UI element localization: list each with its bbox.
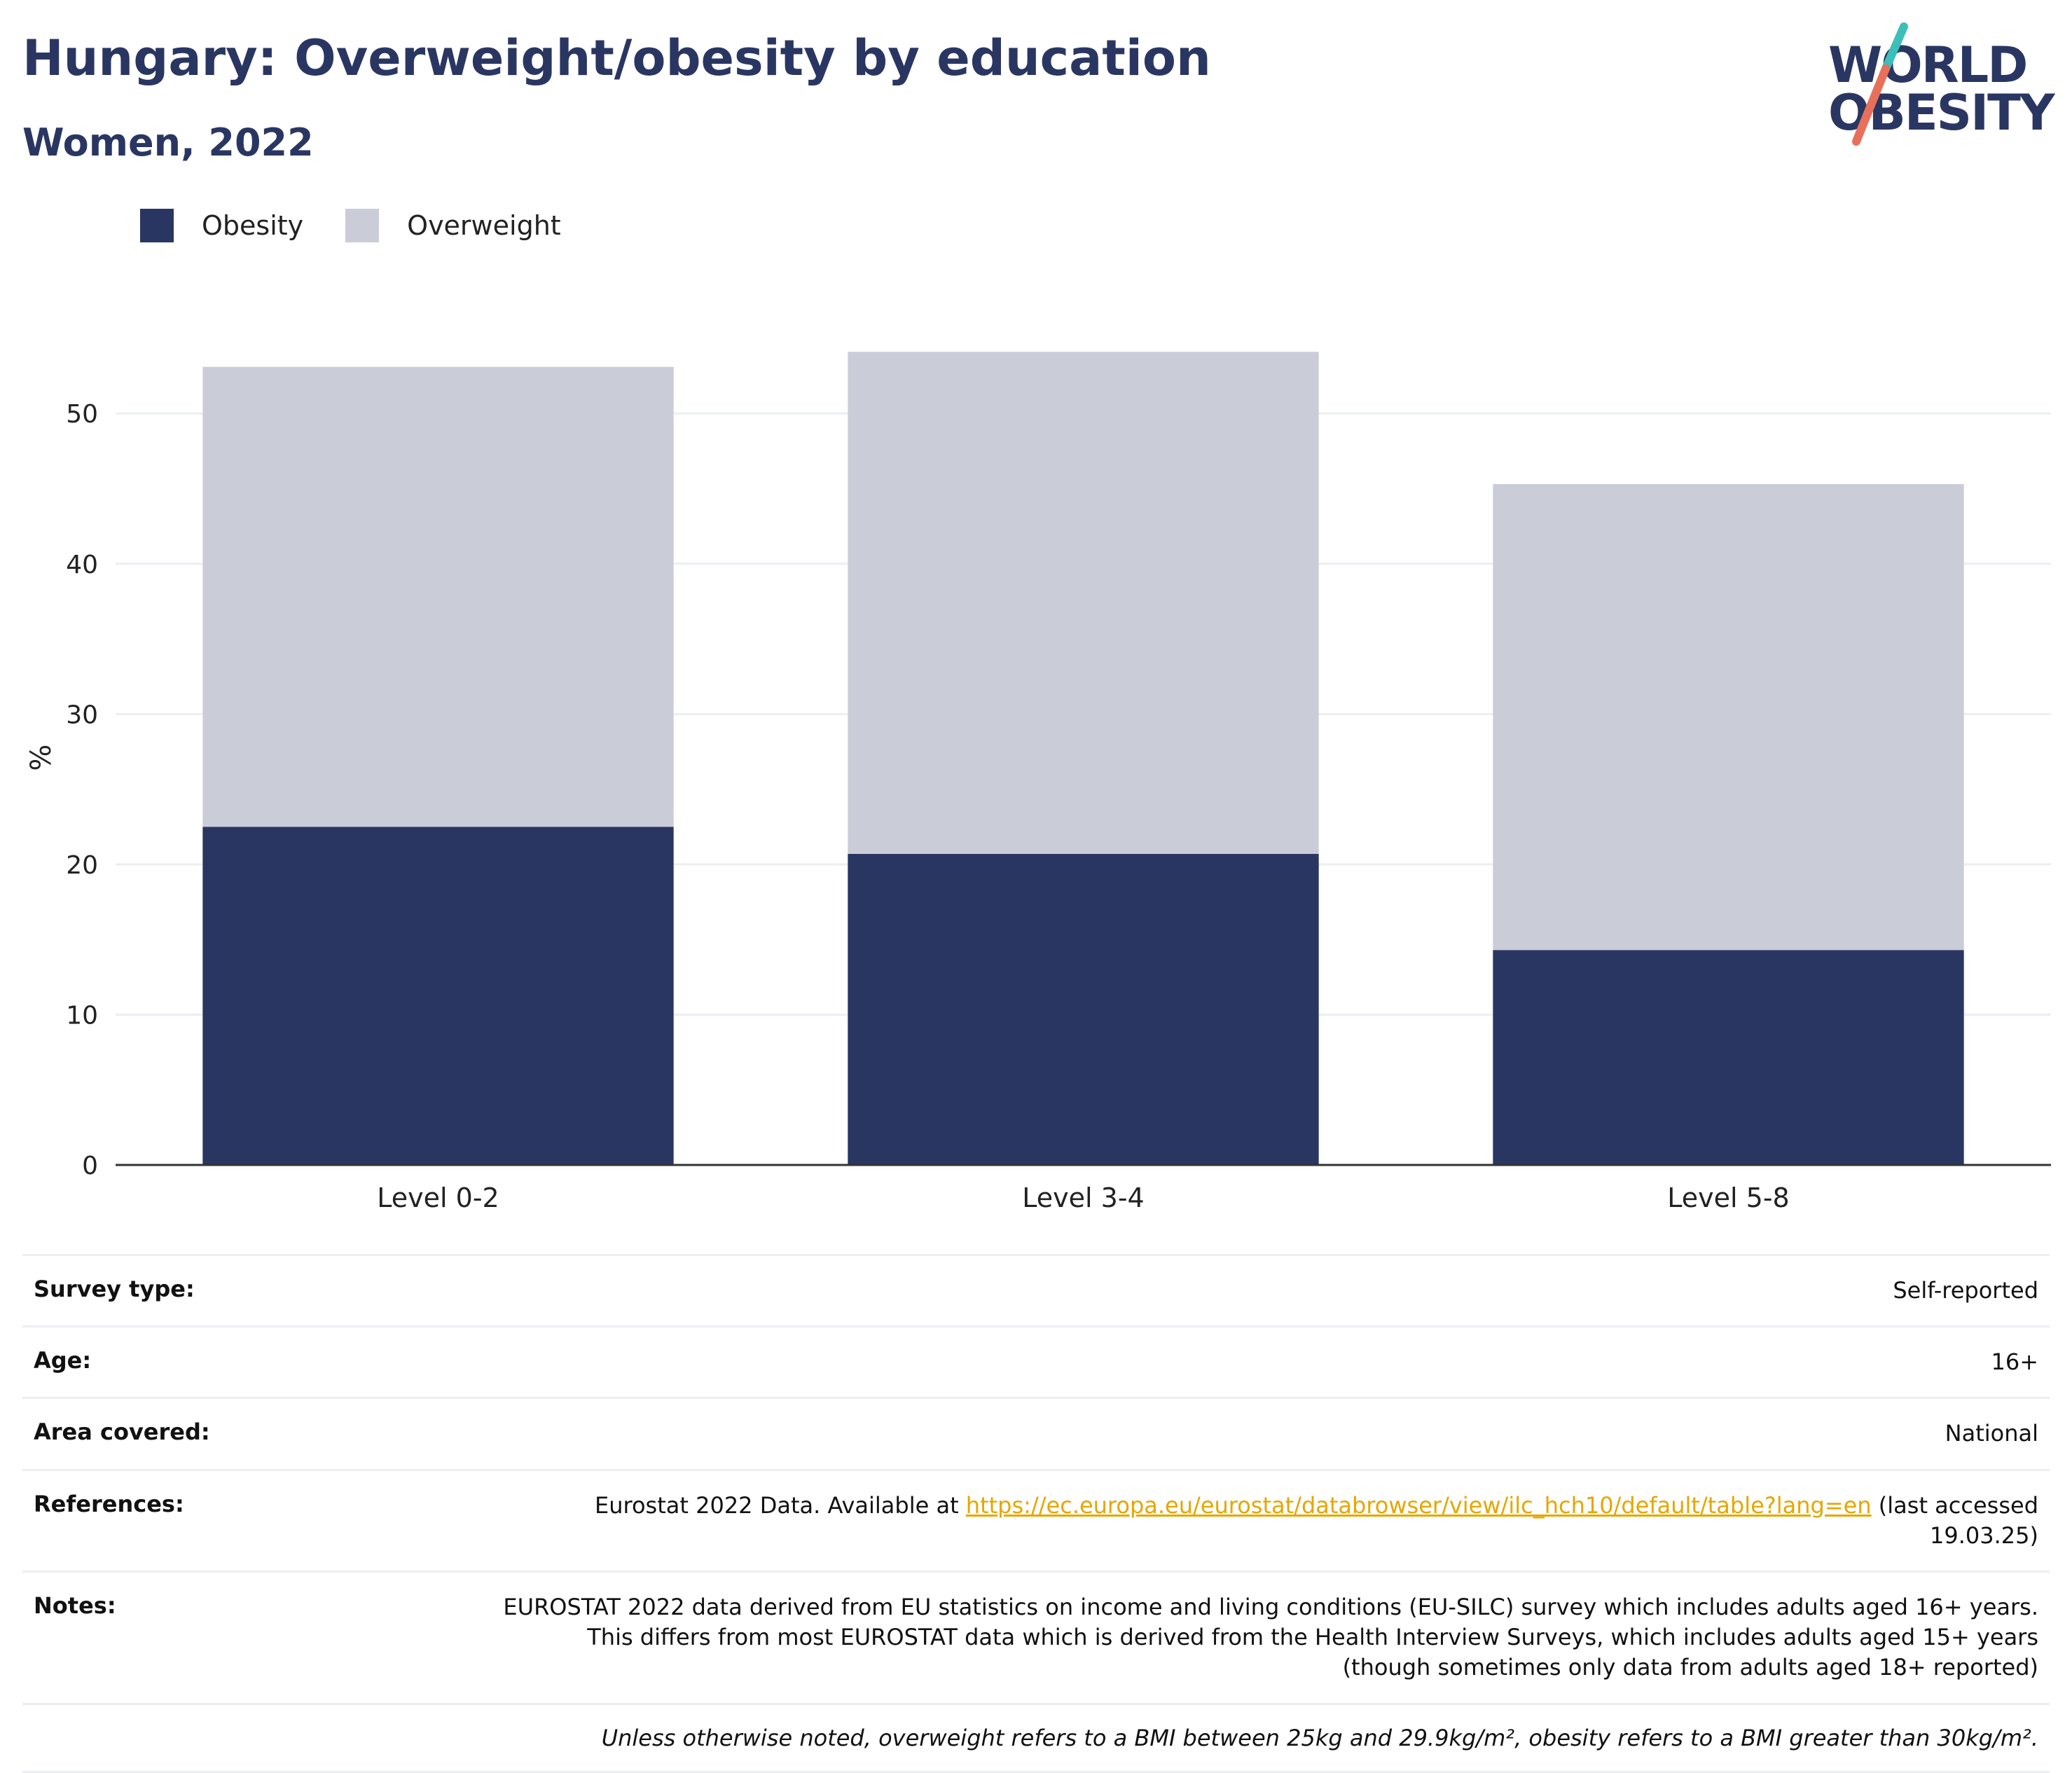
info-row-references: References: Eurostat 2022 Data. Availabl…: [22, 1468, 2050, 1571]
info-key: References:: [34, 1490, 184, 1517]
info-row-survey-type: Survey type: Self-reported: [22, 1254, 2050, 1325]
x-tick-label: Level 3-4: [1022, 1182, 1144, 1212]
info-row-notes: Notes: EUROSTAT 2022 data derived from E…: [22, 1570, 2050, 1703]
y-tick-label: 50: [66, 400, 98, 429]
x-tick-label: Level 5-8: [1667, 1182, 1789, 1212]
y-tick-label: 10: [66, 1001, 98, 1030]
reference-link[interactable]: https://ec.europa.eu/eurostat/databrowse…: [965, 1491, 1872, 1519]
info-value: National: [1945, 1420, 2038, 1447]
logo-line-1: WORLD: [1828, 36, 2028, 94]
y-tick-label: 30: [66, 701, 98, 729]
info-key: Age:: [34, 1347, 92, 1374]
legend-item-overweight[interactable]: Overweight: [345, 209, 561, 242]
info-key: Survey type:: [34, 1276, 195, 1302]
bar-overweight: [202, 366, 674, 827]
world-obesity-logo: WORLD OBESITY: [1828, 21, 2055, 147]
y-tick-label: 20: [66, 851, 98, 880]
info-value: Self-reported: [1893, 1277, 2038, 1304]
bar-overweight: [1493, 484, 1964, 951]
y-tick-label: 40: [66, 551, 98, 579]
info-value: Eurostat 2022 Data. Available at https:/…: [497, 1491, 2038, 1551]
x-tick-label: Level 0-2: [377, 1182, 499, 1212]
info-row-age: Age: 16+: [22, 1325, 2050, 1397]
page-subtitle: Women, 2022: [22, 120, 314, 165]
page-title: Hungary: Overweight/obesity by education: [22, 29, 1211, 87]
legend-swatch-obesity: [140, 209, 174, 242]
bar-obesity: [848, 853, 1319, 1165]
legend-label-obesity: Obesity: [202, 210, 304, 241]
info-row-area: Area covered: National: [22, 1397, 2050, 1468]
reference-prefix: Eurostat 2022 Data. Available at: [595, 1491, 966, 1519]
bar-obesity: [1493, 950, 1964, 1165]
legend-item-obesity[interactable]: Obesity: [140, 209, 303, 242]
bar-obesity: [202, 827, 674, 1165]
info-row-footnote: Unless otherwise noted, overweight refer…: [22, 1702, 2050, 1773]
y-tick-label: 0: [82, 1152, 98, 1180]
legend-swatch-overweight: [345, 209, 380, 242]
info-value: 16+: [1991, 1348, 2038, 1376]
info-value: EUROSTAT 2022 data derived from EU stati…: [503, 1593, 2038, 1681]
logo-slash-icon: [1852, 22, 1908, 146]
reference-suffix: (last accessed 19.03.25): [1871, 1491, 2038, 1549]
bar-overweight: [848, 352, 1319, 854]
footnote: Unless otherwise noted, overweight refer…: [601, 1724, 2038, 1751]
info-table: Survey type: Self-reported Age: 16+ Area…: [22, 1254, 2050, 1773]
info-key: Notes:: [34, 1592, 116, 1619]
info-key: Area covered:: [34, 1419, 210, 1446]
chart-legend: Obesity Overweight: [140, 209, 603, 242]
y-axis-label: %: [25, 744, 57, 771]
bar-chart: 0 10 20 30 40 50% Level 0-2 Level 3-4 Level 5-8: [25, 352, 2051, 1212]
legend-label-overweight: Overweight: [407, 210, 561, 241]
